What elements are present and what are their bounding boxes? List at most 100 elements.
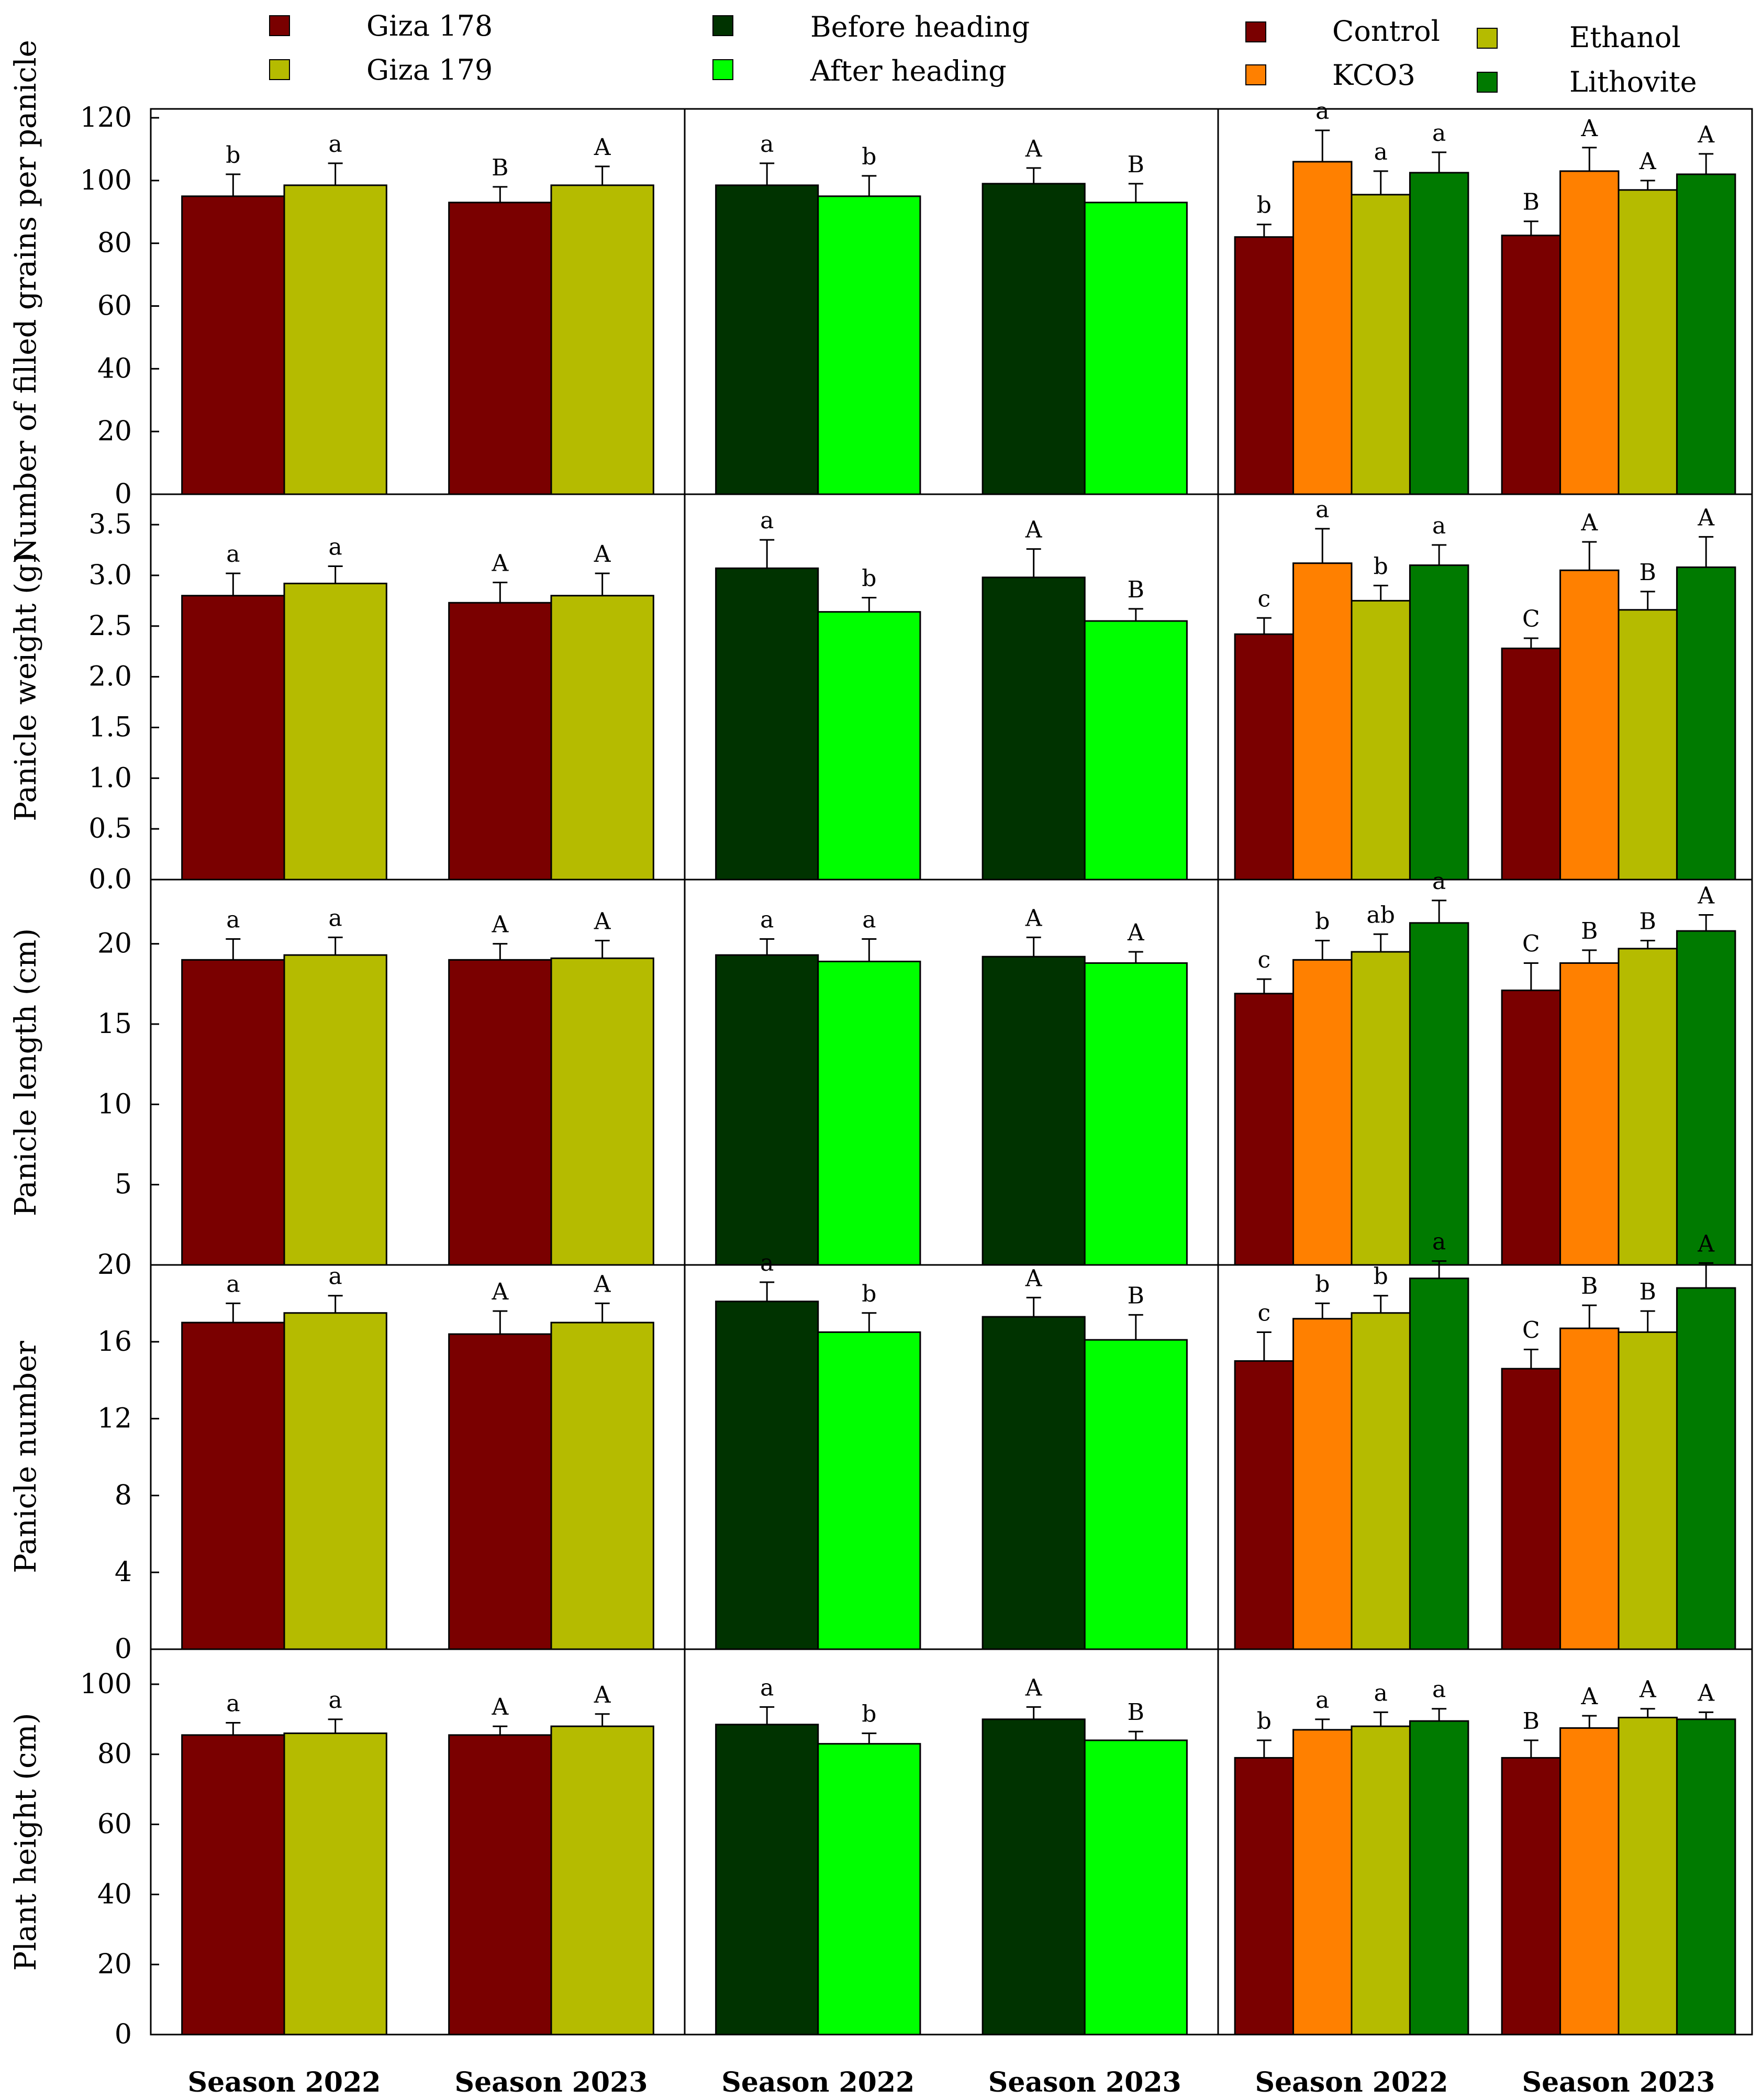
x-category-label: Season 2023 bbox=[455, 2066, 648, 2098]
legend-label-control: Control bbox=[1332, 15, 1440, 48]
bar-ethanol bbox=[1618, 1716, 1678, 2036]
panel-frame bbox=[1217, 1648, 1753, 2036]
significance-letter: B bbox=[1128, 576, 1144, 603]
significance-letter: C bbox=[1522, 606, 1540, 632]
significance-letter: A bbox=[1697, 1230, 1715, 1257]
bar-after-heading bbox=[817, 195, 921, 495]
y-tick-label: 40 bbox=[97, 1879, 132, 1910]
significance-letter: A bbox=[1025, 136, 1043, 162]
bar-control bbox=[1501, 990, 1562, 1266]
significance-letter: a bbox=[1315, 1687, 1329, 1714]
legend: Giza 178 Giza 179 Before heading After head… bbox=[269, 9, 1697, 98]
bar-before-heading bbox=[982, 1316, 1086, 1650]
legend-swatch-before-heading bbox=[712, 15, 733, 36]
significance-letter: a bbox=[1374, 1680, 1388, 1706]
bar-giza-178 bbox=[181, 959, 285, 1266]
bar-lithovite bbox=[1676, 566, 1736, 881]
significance-letter: b bbox=[862, 143, 876, 170]
significance-letter: a bbox=[862, 906, 876, 933]
significance-letter: B bbox=[1128, 151, 1144, 178]
y-tick-label: 80 bbox=[97, 1739, 132, 1770]
significance-letter: a bbox=[760, 1250, 774, 1276]
panel-plant-height-timing: a b Season 2022 A B Season 2023 bbox=[684, 1648, 1219, 2098]
y-tick-label: 2.0 bbox=[88, 661, 132, 693]
significance-letter: c bbox=[1258, 947, 1271, 973]
significance-letter: B bbox=[1581, 1273, 1598, 1299]
legend-swatch-after-heading bbox=[712, 59, 733, 80]
significance-letter: C bbox=[1522, 930, 1540, 957]
bar-lithovite bbox=[1409, 1720, 1469, 2036]
bar-kco3 bbox=[1559, 962, 1620, 1266]
panel-plant-height-cultivar: a a Season 2022 A A Season 2023 bbox=[150, 1648, 686, 2098]
significance-letter: a bbox=[760, 131, 774, 158]
significance-letter: b bbox=[1315, 908, 1330, 935]
significance-letter: A bbox=[1025, 1265, 1043, 1292]
bar-before-heading bbox=[982, 576, 1086, 881]
bar-giza-179 bbox=[550, 957, 654, 1266]
panel-panicle-length-treatment: c b ab a C B B A bbox=[1217, 868, 1753, 1266]
panel-filled-grains-timing: a b AB bbox=[684, 108, 1219, 495]
bar-ethanol bbox=[1351, 1725, 1411, 2036]
bar-ethanol bbox=[1618, 189, 1678, 495]
y-tick-label: 8 bbox=[115, 1480, 132, 1511]
bar-before-heading bbox=[982, 1718, 1086, 2036]
significance-letter: A bbox=[491, 550, 509, 577]
legend-swatch-kco3 bbox=[1245, 64, 1266, 85]
bar-before-heading bbox=[715, 567, 819, 881]
bar-lithovite bbox=[1676, 930, 1736, 1266]
bar-after-heading bbox=[817, 1331, 921, 1650]
bar-before-heading bbox=[982, 183, 1086, 495]
y-axis-label: Number of filled grains per panicle bbox=[9, 40, 43, 563]
bar-kco3 bbox=[1292, 562, 1353, 881]
significance-letter: A bbox=[1580, 509, 1598, 536]
panel-filled-grains-cultivar: b aBA bbox=[150, 108, 686, 495]
significance-letter: B bbox=[1523, 189, 1540, 216]
legend-label-giza-178: Giza 178 bbox=[366, 9, 493, 42]
y-tick-label: 20 bbox=[97, 416, 132, 447]
significance-letter: A bbox=[594, 908, 611, 935]
bar-giza-179 bbox=[283, 1732, 387, 2036]
significance-letter: B bbox=[1640, 1279, 1656, 1305]
significance-letter: A bbox=[1127, 919, 1145, 946]
significance-letter: b bbox=[862, 1281, 876, 1307]
panel-panicle-number-treatment: c b b a C B B A bbox=[1217, 1229, 1753, 1650]
bar-before-heading bbox=[715, 954, 819, 1266]
panel-filled-grains-treatment: b a a a B A A A bbox=[1217, 98, 1753, 495]
bar-ethanol bbox=[1618, 948, 1678, 1266]
bar-control bbox=[1234, 1757, 1295, 2036]
y-tick-label: 0 bbox=[115, 2019, 132, 2050]
legend-label-lithovite: Lithovite bbox=[1569, 65, 1697, 98]
panel-panicle-number-timing: a b A B bbox=[684, 1250, 1219, 1650]
y-axis-label: Panicle length (cm) bbox=[9, 928, 43, 1216]
plot-grid: Number of filled grains per panicle 0 20 40… bbox=[9, 40, 1753, 2098]
bar-after-heading bbox=[1084, 202, 1188, 495]
legend-label-after-heading: After heading bbox=[810, 54, 1007, 87]
bar-lithovite bbox=[1676, 1287, 1736, 1650]
significance-letter: A bbox=[491, 912, 509, 938]
significance-letter: A bbox=[1025, 1674, 1043, 1701]
significance-letter: a bbox=[1432, 1229, 1446, 1255]
significance-letter: b bbox=[1257, 1708, 1272, 1735]
significance-letter: b bbox=[1374, 1263, 1388, 1290]
bar-giza-178 bbox=[448, 1333, 552, 1650]
significance-letter: a bbox=[1432, 1676, 1446, 1703]
bar-kco3 bbox=[1292, 161, 1353, 495]
significance-letter: a bbox=[226, 906, 240, 933]
x-category-label: Season 2022 bbox=[188, 2066, 381, 2098]
bar-giza-179 bbox=[550, 184, 654, 495]
legend-label-giza-179: Giza 179 bbox=[366, 53, 493, 86]
y-tick-label: 0 bbox=[115, 479, 132, 510]
significance-letter: A bbox=[1697, 504, 1715, 531]
panel-panicle-weight-timing: a b A B bbox=[684, 493, 1219, 881]
y-tick-label: 1.5 bbox=[88, 712, 132, 743]
significance-letter: B bbox=[1640, 908, 1656, 935]
legend-swatch-lithovite bbox=[1477, 72, 1498, 93]
significance-letter: A bbox=[1580, 1683, 1598, 1710]
bar-lithovite bbox=[1409, 564, 1469, 881]
bar-after-heading bbox=[1084, 620, 1188, 881]
x-category-label: Season 2023 bbox=[1522, 2066, 1715, 2098]
bar-ethanol bbox=[1351, 194, 1411, 495]
significance-letter: B bbox=[1581, 918, 1598, 945]
significance-letter: a bbox=[760, 906, 774, 933]
